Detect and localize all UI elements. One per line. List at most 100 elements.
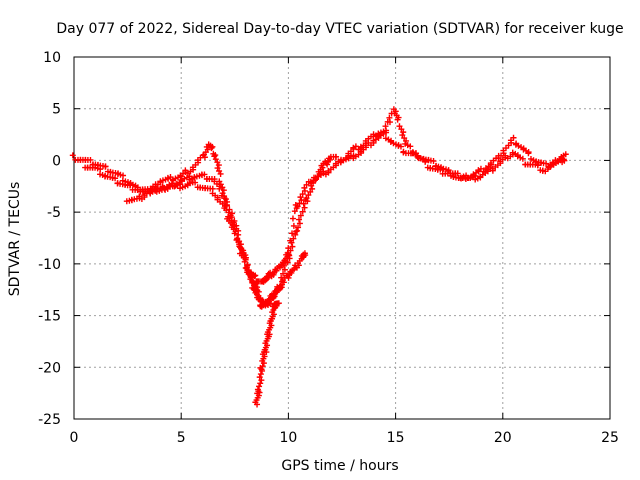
data-point [297,194,304,201]
x-axis-label: GPS time / hours [281,458,398,474]
chart-title: Day 077 of 2022, Sidereal Day-to-day VTE… [56,21,623,37]
data-point [220,187,227,194]
data-point [285,245,292,252]
data-point [301,204,308,211]
data-point [216,185,223,192]
data-point [298,197,305,204]
data-point [258,366,265,373]
data-point [519,155,526,162]
data-point [307,188,314,195]
data-point [231,230,238,237]
data-point [231,217,238,224]
x-tick-label: 5 [177,430,186,446]
data-point [281,266,288,273]
data-series [69,106,569,408]
data-point [252,272,259,279]
data-point [290,222,297,229]
data-point [292,231,299,238]
data-point [102,163,109,170]
data-point [534,162,541,169]
data-point [304,198,311,205]
data-point [256,374,263,381]
data-point [454,170,461,177]
data-point [286,252,293,259]
data-point [510,134,517,141]
data-point [97,166,104,173]
data-point [237,245,244,252]
data-point [430,158,437,165]
x-tick-label: 10 [279,430,297,446]
data-point [294,203,301,210]
data-point [241,258,248,265]
data-point [87,156,94,163]
data-point [228,214,235,221]
data-point [255,296,262,303]
data-point [209,143,216,150]
data-point [259,363,266,370]
y-tick-label: 5 [52,102,61,118]
data-point [126,182,133,189]
data-point [215,162,222,169]
data-point [296,220,303,227]
data-point [69,152,76,159]
data-point [289,215,296,222]
data-point [226,206,233,213]
data-point [296,200,303,207]
data-point [407,143,414,150]
data-point [525,150,532,157]
series-track-3 [123,171,309,310]
data-point [299,208,306,215]
data-point [233,222,240,229]
data-point [254,386,261,393]
series-track-2 [82,106,569,285]
data-point [291,208,298,215]
y-tick-label: 0 [52,153,61,169]
data-point [394,116,401,123]
data-point [303,181,310,188]
data-point [223,202,230,209]
data-point [258,377,265,384]
x-tick-label: 20 [494,430,512,446]
data-point [235,231,242,238]
data-point [332,153,339,160]
y-tick-label: -25 [38,412,61,428]
data-point [275,300,282,307]
data-point [295,216,302,223]
y-tick-label: -15 [38,309,61,325]
y-tick-label: -20 [38,360,61,376]
data-point [302,252,309,259]
data-point [299,191,306,198]
data-point [236,241,243,248]
data-point [234,236,241,243]
y-tick-label: 10 [43,50,61,66]
data-point [403,137,410,144]
axis-ticks: 0 5 10 15 20 25 -25 -20 -15 -10 -5 0 5 10 [38,50,619,446]
x-tick-label: 25 [601,430,619,446]
plot-frame [73,56,611,420]
data-point [386,114,393,121]
data-point [289,230,296,237]
y-axis-label: SDTVAR / TECUs [7,182,23,297]
data-point [256,383,263,390]
data-point [280,270,287,277]
data-point [208,145,215,152]
data-point [400,129,407,136]
data-point [297,212,304,219]
data-point [256,389,263,396]
data-point [295,224,302,231]
y-tick-label: -10 [38,257,61,273]
data-point [382,123,389,130]
data-point [201,171,208,178]
data-point [112,175,119,182]
data-point [289,243,296,250]
data-point [293,228,300,235]
x-tick-label: 0 [70,430,79,446]
x-tick-label: 15 [387,430,405,446]
data-point [221,195,228,202]
data-point [290,235,297,242]
data-point [303,195,310,202]
data-point [562,151,569,158]
data-point [120,172,127,179]
y-tick-label: -5 [47,205,61,221]
